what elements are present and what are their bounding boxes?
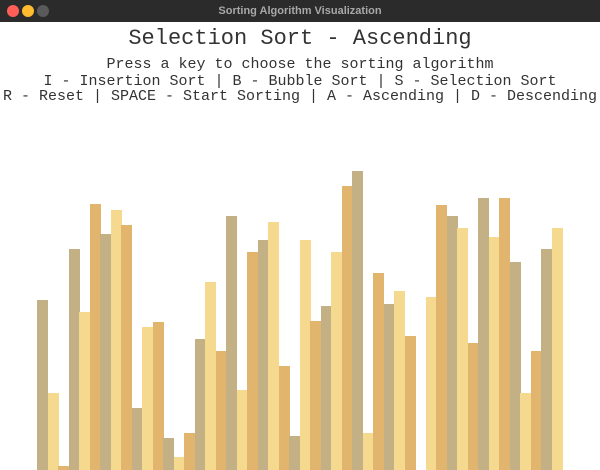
zoom-window-button[interactable] <box>37 5 49 17</box>
sort-bar <box>142 327 153 470</box>
sort-bar <box>163 438 174 470</box>
sort-bar <box>215 351 227 470</box>
sort-bar <box>446 216 458 470</box>
sort-bar <box>79 312 90 470</box>
sort-bar <box>47 393 59 470</box>
sort-bar <box>247 252 258 470</box>
sort-bar <box>383 304 395 470</box>
sort-bar <box>68 249 80 470</box>
close-window-button[interactable] <box>7 5 19 17</box>
sort-bar <box>467 343 479 470</box>
sort-bar <box>331 252 342 470</box>
sort-bar <box>299 240 311 470</box>
sort-bar <box>530 351 542 470</box>
sort-bar <box>404 336 416 470</box>
sort-bar <box>121 225 132 470</box>
sort-bar <box>289 436 300 470</box>
sort-bar <box>478 198 489 470</box>
sort-bar <box>394 291 405 470</box>
sort-bar <box>257 240 269 470</box>
sort-bar <box>488 237 500 470</box>
sort-bar <box>268 222 279 470</box>
sort-bar <box>520 393 531 470</box>
sort-bar <box>551 228 563 470</box>
instruction-text: Press a key to choose the sorting algori… <box>106 56 494 73</box>
sort-bar <box>58 466 69 470</box>
sort-bar <box>320 306 332 470</box>
window-title: Sorting Algorithm Visualization <box>218 5 382 17</box>
title-bar[interactable]: Sorting Algorithm Visualization <box>0 0 600 23</box>
sort-bar <box>184 433 195 470</box>
sort-bar <box>205 282 216 470</box>
sort-bar <box>436 205 447 470</box>
visualization-canvas[interactable]: Selection Sort - Ascending Press a key t… <box>0 22 600 470</box>
algorithm-title: Selection Sort - Ascending <box>128 26 472 51</box>
sort-bar <box>100 234 111 470</box>
sort-bar <box>499 198 510 470</box>
sort-bar <box>457 228 468 470</box>
sort-bar <box>352 171 363 470</box>
algorithm-keys-text: I - Insertion Sort | B - Bubble Sort | S… <box>43 73 557 90</box>
bar-area <box>0 22 600 470</box>
sort-bar <box>152 322 164 470</box>
sort-bar <box>37 300 48 470</box>
sort-bar <box>131 408 143 470</box>
sort-bar <box>110 210 122 470</box>
sort-bar <box>310 321 321 470</box>
sort-bar <box>89 204 101 470</box>
sort-bar <box>226 216 237 470</box>
sort-bar <box>236 390 248 470</box>
sort-bar <box>373 273 384 470</box>
control-keys-text: R - Reset | SPACE - Start Sorting | A - … <box>2 88 598 105</box>
sort-bar <box>509 262 521 470</box>
sort-bar <box>425 297 437 470</box>
sort-bar <box>194 339 206 470</box>
sort-bar <box>341 186 353 470</box>
minimize-window-button[interactable] <box>22 5 34 17</box>
sort-bar <box>278 366 290 470</box>
sort-bar <box>362 433 374 470</box>
sort-bar <box>173 457 185 470</box>
sort-bar <box>541 249 552 470</box>
